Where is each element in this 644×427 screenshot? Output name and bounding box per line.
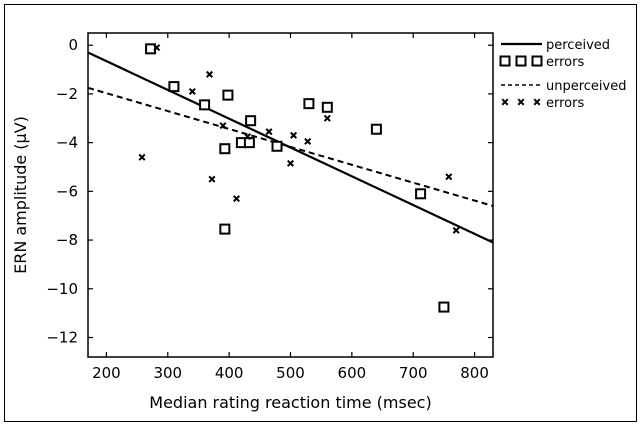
x-marker-stroke xyxy=(290,131,298,139)
unperceived-error-point xyxy=(188,87,196,95)
y-tick-label: −6 xyxy=(56,182,78,200)
perceived-error-point xyxy=(438,301,450,313)
perceived-error-point xyxy=(219,143,231,155)
perceived-error-point xyxy=(271,140,283,152)
x-tick-label: 500 xyxy=(276,364,305,382)
unperceived-error-point xyxy=(323,114,331,122)
legend-x-marker xyxy=(517,98,525,106)
legend-square-marker xyxy=(515,55,527,67)
unperceived-error-point xyxy=(286,159,295,167)
perceived-error-point xyxy=(370,123,382,135)
unperceived-error-point xyxy=(153,44,161,52)
x-tick-label: 300 xyxy=(153,364,182,382)
x-marker-stroke xyxy=(517,98,525,106)
x-marker-stroke xyxy=(188,87,196,95)
figure-frame xyxy=(4,4,637,422)
x-marker-stroke xyxy=(501,98,509,106)
x-tick-label: 600 xyxy=(338,364,367,382)
perceived-error-point xyxy=(245,115,257,127)
unperceived-error-point xyxy=(265,128,273,136)
unperceived-error-point xyxy=(232,195,241,203)
legend-square-marker xyxy=(499,55,511,67)
x-marker-stroke xyxy=(533,98,541,106)
perceived-error-point xyxy=(303,98,315,110)
x-marker-stroke xyxy=(265,128,273,136)
y-tick-label: −12 xyxy=(46,329,78,347)
y-tick-label: −10 xyxy=(46,280,78,298)
y-tick-label: −2 xyxy=(56,85,78,103)
legend-x-marker xyxy=(533,98,541,106)
legend-perceived-label: errors xyxy=(546,55,584,70)
unperceived-error-point xyxy=(208,175,216,183)
x-marker-stroke xyxy=(445,173,453,181)
x-tick-label: 700 xyxy=(399,364,428,382)
unperceived-fit-line xyxy=(87,86,494,207)
x-marker-stroke xyxy=(232,195,241,203)
unperceived-error-point xyxy=(304,137,312,145)
x-marker-stroke xyxy=(452,226,460,234)
perceived-error-point xyxy=(415,188,427,200)
unperceived-error-point xyxy=(219,122,227,130)
unperceived-error-point xyxy=(244,133,252,141)
x-marker-stroke xyxy=(219,122,227,130)
x-axis-label: Median rating reaction time (msec) xyxy=(149,393,431,412)
x-marker-stroke xyxy=(304,137,312,145)
x-marker-stroke xyxy=(138,153,146,161)
perceived-error-point xyxy=(199,99,211,111)
x-marker-stroke xyxy=(244,133,252,141)
unperceived-error-point xyxy=(445,173,453,181)
x-marker-stroke xyxy=(205,70,214,78)
x-axis: 200 300 400 500 600 700 800 xyxy=(92,33,489,382)
unperceived-error-point xyxy=(138,153,146,161)
plot-area xyxy=(87,32,494,358)
unperceived-error-point xyxy=(205,70,214,78)
legend-unperceived-label: errors xyxy=(546,96,584,111)
y-tick-label: 0 xyxy=(68,36,78,54)
legend-unperceived-label: unperceived xyxy=(546,79,627,94)
x-marker-stroke xyxy=(208,175,216,183)
x-tick-label: 200 xyxy=(92,364,121,382)
y-axis-label: ERN amplitude (µV) xyxy=(11,116,30,274)
y-tick-label: −8 xyxy=(56,231,78,249)
unperceived-error-point xyxy=(452,226,460,234)
legend-square-marker xyxy=(531,55,543,67)
x-tick-label: 800 xyxy=(460,364,489,382)
perceived-error-point xyxy=(219,223,231,235)
unperceived-error-point xyxy=(290,131,298,139)
perceived-error-point xyxy=(168,81,180,93)
x-marker-stroke xyxy=(153,44,161,52)
y-axis: 0 −2 −4 −6 −8 −10 −12 xyxy=(46,36,493,347)
x-tick-label: 400 xyxy=(215,364,244,382)
data-points xyxy=(138,43,460,313)
legend-x-marker xyxy=(501,98,509,106)
x-marker-stroke xyxy=(323,114,331,122)
fit-lines xyxy=(87,51,494,244)
legend: perceived errors unperceived errors xyxy=(499,38,627,111)
perceived-error-point xyxy=(321,101,333,113)
legend-perceived-label: perceived xyxy=(546,38,610,53)
x-marker-stroke xyxy=(286,159,295,167)
y-tick-label: −4 xyxy=(56,134,78,152)
perceived-error-point xyxy=(222,89,234,101)
